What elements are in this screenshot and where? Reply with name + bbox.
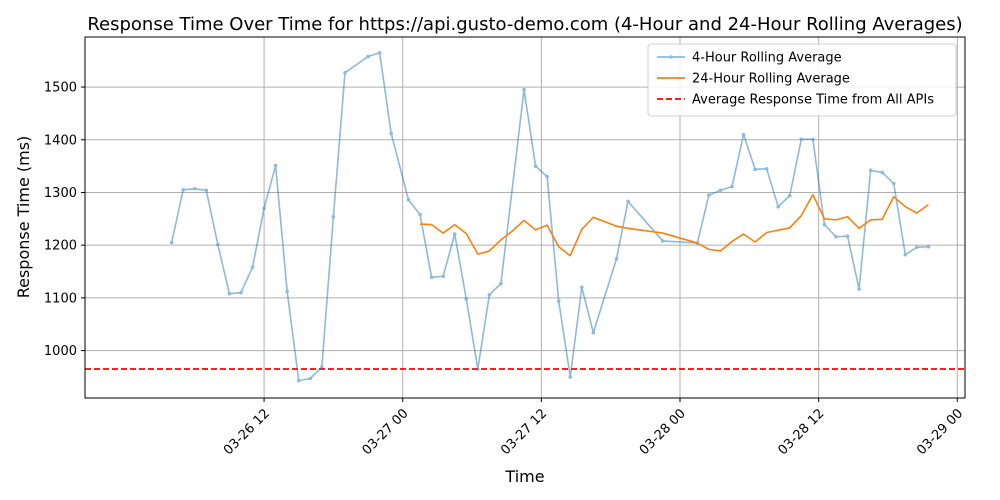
data-point <box>441 274 445 279</box>
data-point <box>192 186 197 191</box>
x-axis-ticks: 03-26 12 03-27 00 03-27 12 03-28 00 03-28 12… <box>221 398 966 458</box>
series-24h <box>420 193 929 257</box>
data-point <box>227 291 232 296</box>
data-point <box>250 265 255 270</box>
series-line <box>420 193 929 257</box>
data-point <box>891 181 896 186</box>
x-tick-label: 03-28 12 <box>776 406 828 458</box>
x-tick-label: 03-26 12 <box>221 406 273 458</box>
x-tick-label: 03-27 00 <box>360 406 412 458</box>
data-point <box>366 54 370 59</box>
data-point <box>799 137 804 142</box>
data-point <box>568 375 573 379</box>
y-tick-label: 1500 <box>44 81 77 96</box>
data-point <box>730 184 734 189</box>
data-point <box>556 299 561 303</box>
data-point <box>857 287 861 291</box>
data-point <box>926 244 931 249</box>
legend-entry-4h-label: 4-Hour Rolling Average <box>692 51 842 66</box>
x-tick-label: 03-27 12 <box>498 406 550 458</box>
data-point <box>389 131 393 136</box>
data-point <box>452 232 457 236</box>
data-point <box>660 239 665 243</box>
data-point <box>331 214 336 219</box>
data-point <box>296 378 301 383</box>
y-tick-label: 1300 <box>44 186 77 201</box>
x-tick-label: 03-28 00 <box>637 406 689 458</box>
data-point <box>487 292 492 297</box>
y-tick-label: 1400 <box>44 133 77 148</box>
plot-area-frame <box>84 36 966 399</box>
data-point <box>429 275 434 280</box>
data-point <box>262 206 266 211</box>
data-point <box>181 188 186 192</box>
y-axis-ticks: 1000 1100 1200 1300 1400 1500 <box>44 81 85 359</box>
data-point <box>522 87 526 92</box>
data-point <box>169 240 174 245</box>
data-point <box>320 365 324 369</box>
data-point <box>741 132 746 137</box>
legend-entry-24h-label: 24-Hour Rolling Average <box>692 72 850 87</box>
y-tick-label: 1000 <box>44 344 77 359</box>
data-point <box>533 164 538 168</box>
legend: 4-Hour Rolling Average 24-Hour Rolling Av… <box>647 43 957 117</box>
data-point <box>476 367 480 371</box>
data-point <box>880 170 884 175</box>
data-point <box>343 71 347 75</box>
data-point <box>204 188 209 193</box>
data-point <box>285 289 289 294</box>
y-axis-label: Response Time (ms) <box>14 136 33 299</box>
chart-title: Response Time Over Time for https://api.… <box>87 14 962 35</box>
data-point <box>499 281 503 286</box>
data-point <box>753 167 757 172</box>
data-point <box>776 204 781 209</box>
data-point <box>591 330 596 335</box>
x-axis-label: Time <box>504 467 544 486</box>
data-point <box>707 193 711 197</box>
y-tick-label: 1100 <box>44 291 77 306</box>
data-point <box>834 234 838 239</box>
legend-entry-4h-swatch <box>657 55 685 59</box>
data-point <box>718 188 723 193</box>
data-point <box>764 166 769 171</box>
data-point <box>216 242 220 247</box>
legend-box <box>647 43 957 117</box>
data-point <box>545 174 549 179</box>
series-4h <box>169 51 931 383</box>
data-point <box>580 285 584 290</box>
data-point <box>787 193 792 198</box>
data-point <box>239 290 243 295</box>
data-point <box>915 245 919 250</box>
data-point <box>308 376 313 381</box>
legend-swatch-marker <box>669 55 673 59</box>
x-tick-label: 03-29 00 <box>914 406 966 458</box>
data-point <box>418 212 422 217</box>
data-point <box>377 51 382 55</box>
data-point <box>406 198 411 202</box>
legend-entry-average-label: Average Response Time from All APIs <box>692 93 934 108</box>
data-point <box>464 297 469 301</box>
data-point <box>273 163 278 168</box>
data-point <box>903 252 908 257</box>
data-point <box>811 137 815 142</box>
data-point <box>822 222 827 227</box>
series-layer <box>169 51 931 383</box>
y-tick-label: 1200 <box>44 239 77 254</box>
data-point <box>626 199 630 204</box>
data-point <box>614 257 619 261</box>
data-point <box>845 234 850 239</box>
data-point <box>868 168 873 173</box>
